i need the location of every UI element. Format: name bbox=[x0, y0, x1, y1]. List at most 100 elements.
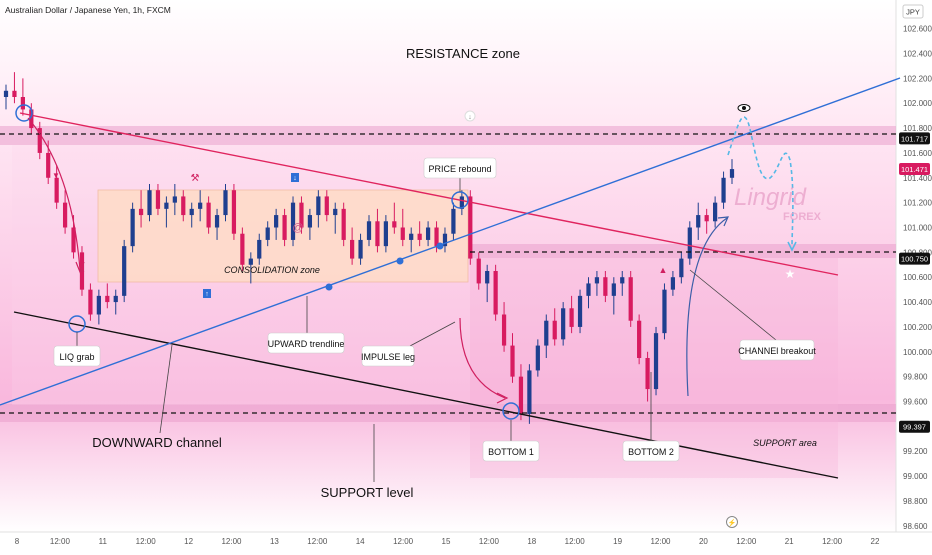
y-tick-label: 101.400 bbox=[903, 174, 932, 183]
candle-body bbox=[257, 239, 262, 259]
candle-body bbox=[400, 227, 405, 240]
price-rebound-callout: PRICE rebound bbox=[423, 157, 497, 179]
support-area-label: SUPPORT area bbox=[753, 438, 817, 448]
support-zone-band bbox=[0, 404, 896, 422]
star-icon: ★ bbox=[785, 267, 796, 281]
impulse-leg-label: IMPULSE leg bbox=[361, 352, 415, 362]
pivot-circle-bottom1 bbox=[502, 402, 520, 420]
currency-label: JPY bbox=[906, 8, 920, 17]
candle-body bbox=[729, 169, 735, 178]
price-tag-bg bbox=[899, 162, 930, 175]
x-tick-label: 12:00 bbox=[736, 537, 757, 546]
impulse-arrow bbox=[459, 317, 506, 399]
downward-channel-lower-line bbox=[13, 311, 839, 479]
eye-icon bbox=[737, 104, 751, 112]
y-tick-label: 102.400 bbox=[903, 50, 932, 59]
candle-body bbox=[392, 221, 397, 228]
candle-body bbox=[113, 295, 118, 303]
x-tick-label: 15 bbox=[442, 537, 451, 546]
downward-channel-upper-line bbox=[19, 112, 839, 276]
candle-body bbox=[231, 190, 237, 234]
candle-body bbox=[442, 233, 448, 247]
x-tick-label: 14 bbox=[356, 537, 365, 546]
candle-body bbox=[12, 90, 17, 97]
consolidation-zone-label: CONSOLIDATION zone bbox=[224, 265, 320, 275]
y-tick-label: 102.200 bbox=[903, 74, 932, 83]
breakout-arrow bbox=[686, 217, 728, 397]
y-tick-label: 98.600 bbox=[903, 522, 928, 531]
downward-channel-pointer bbox=[159, 344, 173, 434]
channel-breakout-callout: CHANNEl breakout bbox=[738, 339, 816, 361]
candle-body bbox=[155, 190, 161, 209]
candle-body bbox=[122, 246, 127, 296]
rocket-icon: ▲ bbox=[659, 265, 668, 275]
candle-body bbox=[476, 258, 481, 284]
candle-body bbox=[713, 202, 718, 222]
mid-zone-band bbox=[470, 244, 896, 258]
down-triangle-marker: ▼ bbox=[52, 171, 60, 180]
y-tick-label: 99.800 bbox=[903, 373, 928, 382]
candle-body bbox=[316, 196, 321, 216]
x-tick-label: 12 bbox=[184, 537, 193, 546]
candle-body bbox=[620, 277, 625, 284]
svg-text:↓: ↓ bbox=[468, 114, 472, 121]
x-tick-label: 18 bbox=[527, 537, 536, 546]
drop-arrow-left-head bbox=[75, 261, 85, 274]
trendline-touch-dot bbox=[325, 283, 333, 291]
candle-body bbox=[198, 202, 203, 209]
y-tick-label: 102.000 bbox=[903, 99, 932, 108]
candle-body bbox=[29, 109, 34, 129]
candle-body bbox=[425, 227, 431, 240]
candle-body bbox=[206, 202, 211, 228]
upward-trendline-label: UPWARD trendline bbox=[268, 339, 345, 349]
bottom2-callout: BOTTOM 2 bbox=[622, 440, 680, 462]
candle-body bbox=[307, 215, 313, 228]
svg-text:↑: ↑ bbox=[205, 291, 209, 298]
candle-body bbox=[594, 277, 600, 284]
resistance-zone-band bbox=[0, 126, 896, 145]
upward-trendline-callout: UPWARD trendline bbox=[268, 332, 345, 354]
candle-body bbox=[687, 227, 692, 259]
y-tick-label: 100.600 bbox=[903, 273, 932, 282]
downward-channel-label: DOWNWARD channel bbox=[92, 435, 222, 450]
candle-body bbox=[105, 295, 110, 303]
candle-body bbox=[189, 208, 194, 216]
breakout-arrow-head bbox=[717, 216, 729, 227]
candle-body bbox=[71, 227, 76, 253]
candle-body bbox=[561, 308, 566, 340]
candle-body bbox=[459, 196, 464, 209]
resistance-zone-label: RESISTANCE zone bbox=[406, 46, 520, 61]
candle-body bbox=[544, 320, 549, 346]
candle-body bbox=[451, 208, 456, 234]
price-tag-label: 101.717 bbox=[901, 134, 928, 143]
candle-body bbox=[299, 202, 304, 228]
candle-body bbox=[164, 202, 169, 209]
candle-body bbox=[366, 221, 372, 240]
bottom1-callout: BOTTOM 1 bbox=[482, 440, 540, 462]
candle-body bbox=[645, 358, 650, 390]
x-tick-label: 12:00 bbox=[221, 537, 242, 546]
y-tick-label: 99.000 bbox=[903, 472, 928, 481]
candle-body bbox=[282, 215, 287, 240]
candle-body bbox=[350, 239, 355, 259]
pivot-circle-top bbox=[15, 104, 33, 122]
candle-body bbox=[358, 239, 363, 259]
currency-badge[interactable]: JPY bbox=[902, 4, 924, 19]
up-triangle-marker: ▲ bbox=[78, 265, 86, 274]
candle-body bbox=[181, 196, 186, 216]
lightning-icon: ⚡ bbox=[726, 516, 738, 528]
snail-icon: @ bbox=[292, 222, 303, 234]
candle-body bbox=[493, 271, 498, 315]
candle-body bbox=[88, 289, 93, 315]
price-tag-bg bbox=[899, 252, 930, 265]
down-signal-icon: ↓ bbox=[291, 173, 299, 182]
candle-body bbox=[577, 295, 583, 327]
candle-body bbox=[704, 215, 709, 222]
price-axis-panel bbox=[896, 0, 932, 532]
candle-body bbox=[409, 233, 414, 240]
x-axis-ticks: 8 12:00 11 12:00 12 12:00 13 12:00 14 12:00 15 12:0… bbox=[15, 537, 880, 546]
x-tick-label: 20 bbox=[699, 537, 708, 546]
candle-body bbox=[501, 314, 507, 346]
x-tick-label: 12:00 bbox=[307, 537, 328, 546]
candle-body bbox=[214, 215, 220, 228]
